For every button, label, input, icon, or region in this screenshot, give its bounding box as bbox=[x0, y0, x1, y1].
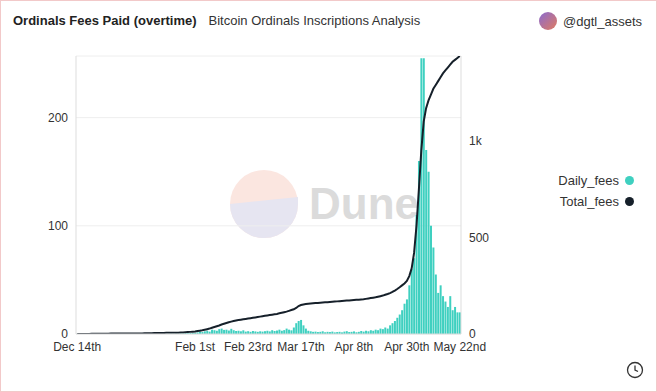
html-text:Bitcoin Ordinals Inscriptions: Bitcoin Ordinals Inscriptions Analysis bbox=[208, 13, 421, 28]
html-text:Dune: Dune bbox=[309, 179, 419, 228]
svg-text:0: 0 bbox=[61, 327, 68, 341]
svg-text:Dec 14th: Dec 14th bbox=[53, 340, 101, 354]
svg-text:Feb 23rd: Feb 23rd bbox=[224, 340, 272, 354]
svg-text:Feb 1st: Feb 1st bbox=[175, 340, 216, 354]
svg-text:May 22nd: May 22nd bbox=[433, 340, 486, 354]
svg-text:0: 0 bbox=[469, 327, 476, 341]
html-text:@dgtl_assets: @dgtl_assets bbox=[563, 13, 642, 29]
svg-text:Apr 30th: Apr 30th bbox=[384, 340, 429, 354]
html-text:Ordinals Fees Paid (overtime): Ordinals Fees Paid (overtime) bbox=[13, 13, 197, 28]
html-text:Daily_fees: Daily_fees bbox=[558, 173, 619, 188]
svg-text:1k: 1k bbox=[469, 134, 483, 148]
html-text:Total_fees: Total_fees bbox=[559, 194, 619, 209]
svg-text:100: 100 bbox=[48, 219, 68, 233]
svg-text:Mar 17th: Mar 17th bbox=[277, 340, 324, 354]
svg-text:500: 500 bbox=[469, 231, 489, 245]
svg-text:200: 200 bbox=[48, 111, 68, 125]
svg-text:Apr 8th: Apr 8th bbox=[335, 340, 374, 354]
